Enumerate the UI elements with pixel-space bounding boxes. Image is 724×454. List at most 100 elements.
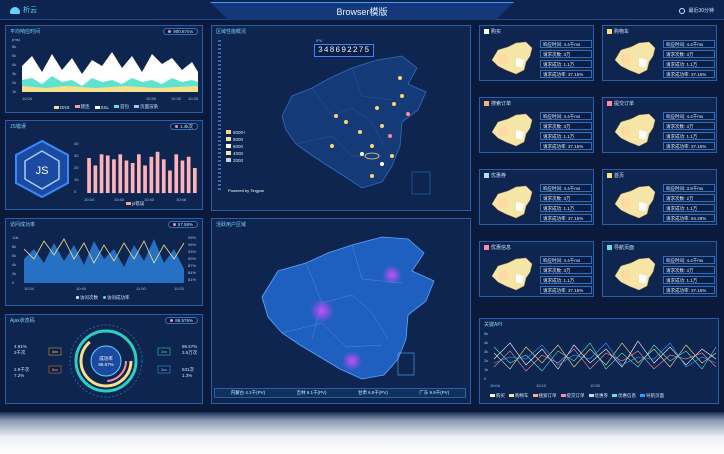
dot-icon (168, 30, 172, 33)
center-value: 86.57% (98, 362, 113, 367)
legend-item: 8000 (226, 137, 246, 142)
stat-value: 3.5万次 (182, 349, 198, 356)
y-axis-ticks: 6k 5k 4k 3k 2k 1k (12, 44, 16, 94)
legend-item: 页面渲染 (134, 104, 158, 110)
time-range-selector[interactable]: 最近30分钟 (679, 7, 714, 14)
legend-label: 页面渲染 (140, 104, 159, 109)
js-error-bar (87, 158, 91, 193)
legend-item: 访问次数 (76, 295, 98, 301)
province-card[interactable]: 导航页面 响应时间: 4.4千ms 请求次数: 3万 请求成功: 1.1万 请求成功率:… (602, 241, 717, 297)
stat-success-rate: 请求成功率: 37.15% (540, 142, 592, 150)
region-stat: 广东 9.9千(PV) (419, 390, 450, 395)
js-error-legend: js错误 (126, 201, 144, 207)
stat-success-rate: 请求成功率: 37.15% (663, 70, 715, 78)
legend-item: js错误 (126, 201, 144, 207)
card-title: 搜索订单 (484, 100, 511, 107)
stat-response-time: 响应时间: 4.4千ms (540, 184, 592, 192)
y-tick: 2k (12, 80, 16, 85)
left-stats: 4.91% 2千次 2.9千次 7.2% (14, 344, 30, 378)
x-tick: 11:03 (174, 286, 184, 291)
x-tick: 11:00 (136, 286, 146, 291)
key-api-chart: 5k 4k 3k 2k 1k 0 10:04 10:10 10:30 (484, 331, 717, 388)
stat-success-rate: 请求成功率: 94.29% (663, 214, 715, 222)
mini-map (614, 185, 656, 219)
color-swatch (484, 173, 489, 178)
app-logo[interactable]: 析云 (10, 4, 37, 16)
legend-item: 4000 (226, 151, 246, 156)
x-tick: 10:10 (536, 383, 547, 388)
y-tick: 0 (74, 189, 77, 194)
value-pill: 900.67ms (163, 28, 198, 35)
province-card[interactable]: 首页 响应时间: 3.9千ms 请求次数: 2万 请求成功: 1.1万 请求成功率: 9… (602, 169, 717, 225)
y-tick: 4k (12, 62, 16, 67)
color-swatch (607, 101, 612, 106)
panel-title: JS错误 (10, 124, 26, 130)
stat-success-rate: 请求成功率: 37.15% (540, 286, 592, 294)
y-tick: 40 (74, 141, 79, 146)
visits-chart: 10k 8k 6k 4k 2k 0 99% 96% 93% 90% 87% 84… (12, 235, 196, 291)
scale-bar (218, 40, 221, 190)
stat-request-success: 请求成功: 1.1万 (663, 204, 715, 212)
mini-map (491, 113, 533, 147)
map-credit: Powered by Tingyun (228, 188, 265, 193)
province-card[interactable]: 提交订单 响应时间: 4.4千ms 请求次数: 3万 请求成功: 1.1万 请求成功率:… (602, 97, 717, 153)
y-tick: 10k (12, 235, 18, 240)
card-title-text: 优惠信息 (491, 245, 512, 251)
x-tick: 10:30 (171, 96, 182, 101)
dot-icon (172, 223, 176, 226)
stat-success-rate: 请求成功率: 37.15% (540, 70, 592, 78)
y-tick: 2k (484, 358, 488, 363)
x-tick: 10:34 (84, 197, 95, 202)
y-tick: 1k (12, 89, 16, 94)
y-tick: 0 (484, 376, 487, 381)
stat-response-time: 响应时间: 4.4千ms (663, 40, 715, 48)
province-card[interactable]: 优惠信息 响应时间: 4.4千ms 请求次数: 3万 请求成功: 1.1万 请求成功率:… (479, 241, 594, 297)
y-tick: 96% (188, 242, 196, 247)
clock-icon (679, 7, 686, 14)
x-axis-ticks: 10:04 10:30 10:30 10:33 (22, 96, 199, 101)
stat-request-count: 请求次数: 3万 (540, 50, 592, 58)
js-logo-icon: JS (15, 139, 69, 199)
success-line (23, 238, 185, 264)
js-error-chart: 40 30 20 10 0 10:34 10:40 10:40 10:46 (74, 141, 197, 202)
js-error-bar (186, 156, 191, 194)
legend-label: 优惠券 (594, 393, 609, 398)
status-tag: 3xx (161, 367, 167, 372)
card-title-text: 提交订单 (614, 101, 635, 107)
mini-map (614, 41, 656, 75)
stat-success-rate: 请求成功率: 37.15% (540, 214, 592, 222)
stat-request-success: 请求成功: 1.1万 (540, 60, 592, 68)
user-map (261, 236, 435, 380)
visits-legend: 访问次数 访问成功率 (76, 295, 130, 301)
y-tick: 3k (484, 349, 488, 354)
status-tag: 4xx (52, 349, 58, 354)
mini-map (614, 257, 656, 291)
map-pins (330, 76, 404, 178)
y-tick: 1k (484, 367, 488, 372)
visits-area (24, 239, 184, 283)
legend-label: 首包 (120, 104, 130, 109)
x-tick: 10:34 (24, 286, 35, 291)
stat-request-count: 请求次数: 3万 (540, 266, 592, 274)
y-tick: 84% (188, 270, 196, 275)
stat-request-count: 请求次数: 3万 (663, 122, 715, 130)
y-tick: 4k (484, 340, 488, 345)
legend-label: 优惠信息 (618, 393, 636, 398)
panel-title: 关键API (484, 322, 503, 328)
panel-title: 活跃用户区域 (216, 222, 247, 228)
stat-request-success: 请求成功: 1.1万 (540, 132, 592, 140)
province-card[interactable]: 搜索订单 响应时间: 4.4千ms 请求次数: 3万 请求成功: 1.1万 请求成功率:… (479, 97, 594, 153)
y-tick: 81% (188, 277, 196, 282)
card-title-text: 搜索订单 (491, 101, 512, 107)
province-card[interactable]: 购物车 响应时间: 4.4千ms 请求次数: 3万 请求成功: 1.1万 请求成功率: … (602, 25, 717, 81)
legend-item: 优惠信息 (612, 393, 636, 399)
y-tick: 4k (12, 262, 16, 267)
js-error-bar (149, 156, 154, 194)
stat-request-success: 请求成功: 1.1万 (540, 276, 592, 284)
province-card[interactable]: 优惠券 响应时间: 4.4千ms 请求次数: 3万 请求成功: 1.1万 请求成功率: … (479, 169, 594, 225)
card-title-text: 优惠券 (491, 173, 507, 179)
y-tick: 10 (74, 177, 79, 182)
mini-map (491, 41, 533, 75)
stat-response-time: 响应时间: 4.4千ms (663, 256, 715, 264)
province-card[interactable]: 购买 响应时间: 4.4千ms 请求次数: 3万 请求成功: 1.1万 请求成功率: 3… (479, 25, 594, 81)
